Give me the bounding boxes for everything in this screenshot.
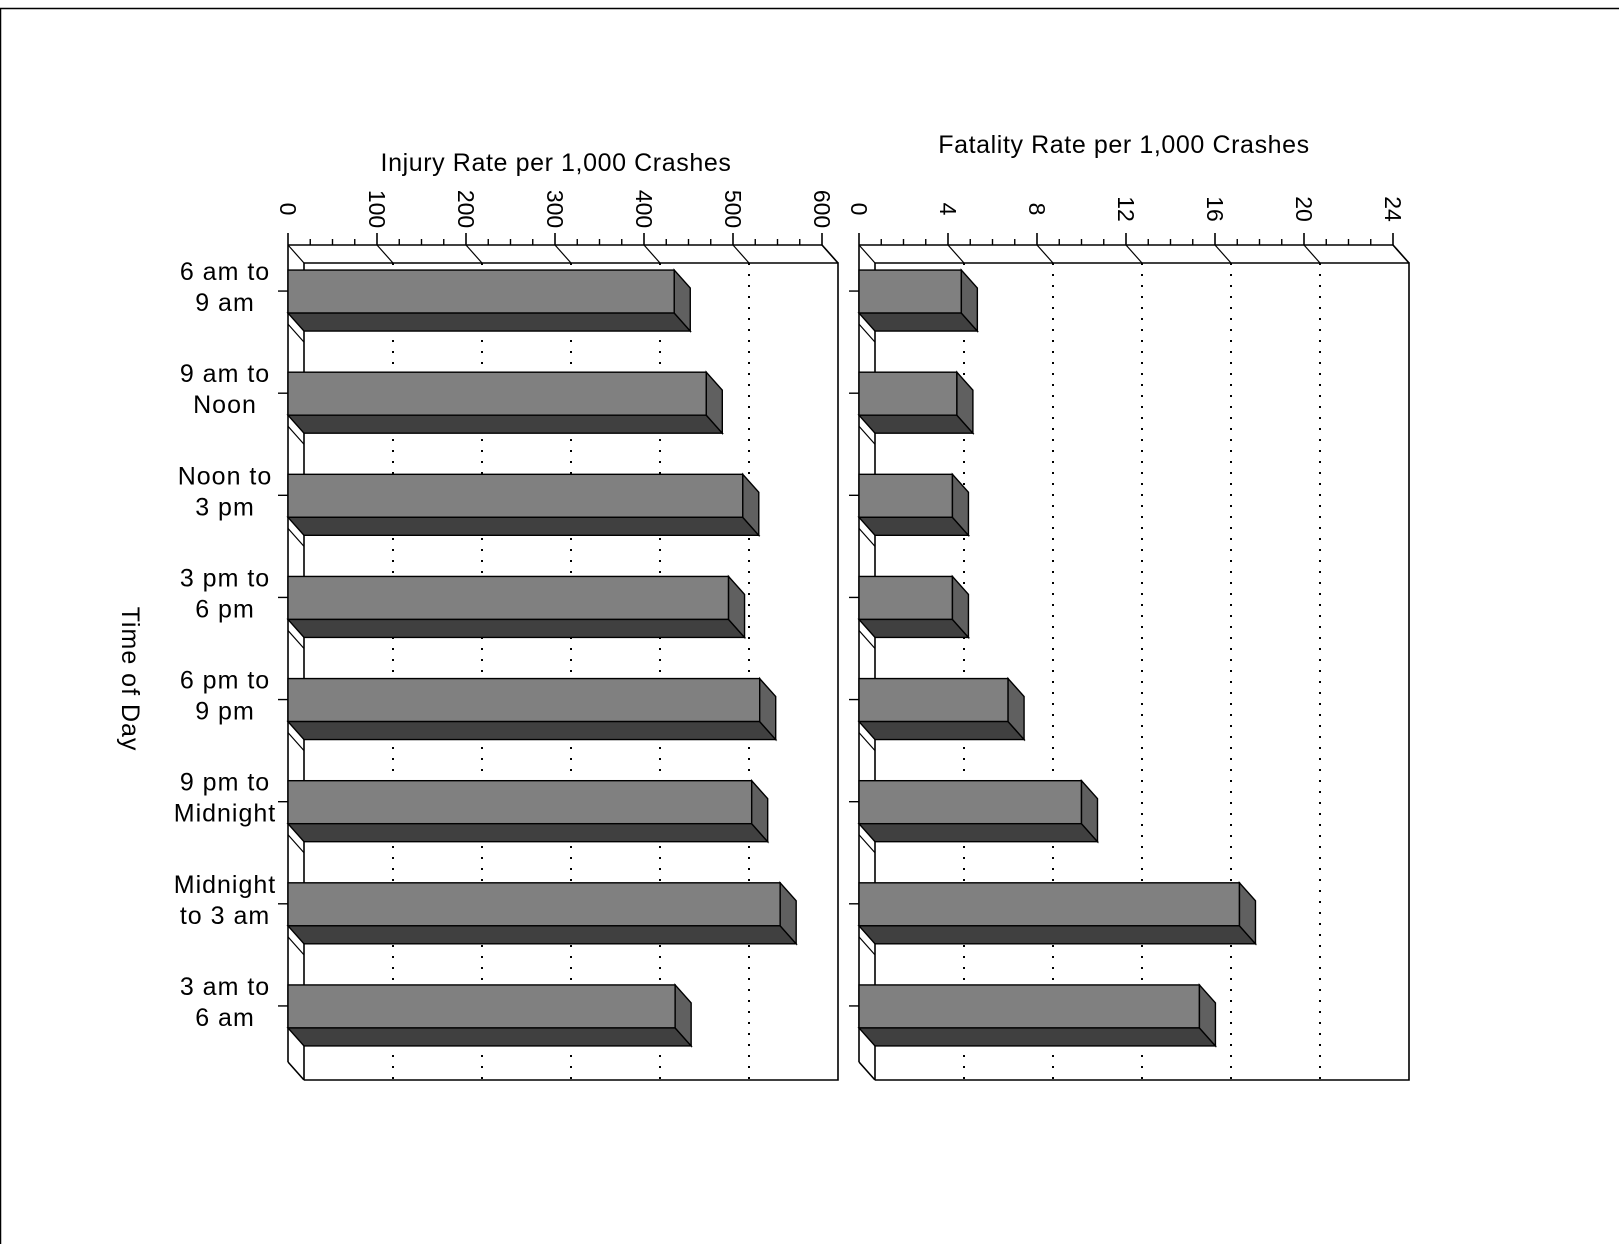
fatality-tick-label: 16 [1202, 196, 1228, 222]
fatality-tick-label: 12 [1113, 196, 1139, 222]
injury-bar-face [288, 372, 706, 415]
fatality-tick-slant [1304, 245, 1320, 263]
fatality-axis-title: Fatality Rate per 1,000 Crashes [938, 131, 1310, 159]
injury-tick-label: 300 [542, 190, 568, 228]
fatality-bar-bottom [859, 313, 977, 331]
injury-tick-slant [377, 245, 393, 263]
injury-bar-bottom [288, 517, 759, 535]
fatality-tick-label: 20 [1291, 196, 1317, 222]
injury-tick-label: 100 [364, 190, 390, 228]
fatality-bar-face [859, 781, 1082, 824]
injury-bar-bottom [288, 722, 776, 740]
fatality-bar-bottom [859, 926, 1255, 944]
fatality-bar-bottom [859, 619, 968, 637]
fatality-bar-bottom [859, 1028, 1215, 1046]
injury-tick-label: 500 [720, 190, 746, 228]
fatality-tick-label: 24 [1380, 196, 1406, 222]
injury-bar-bottom [288, 824, 768, 842]
fatality-bar-bottom [859, 722, 1024, 740]
injury-tick-label: 600 [809, 190, 835, 228]
injury-bar-bottom [288, 313, 690, 331]
fatality-bar-face [859, 576, 952, 619]
injury-bar-face [288, 474, 743, 517]
injury-floor-bottom [288, 1062, 304, 1080]
injury-tick-label: 200 [453, 190, 479, 228]
fatality-tick-slant [948, 245, 964, 263]
injury-bar-face [288, 781, 752, 824]
y-axis-label: Time of Day [116, 607, 144, 752]
fatality-tick-slant [1215, 245, 1231, 263]
injury-bar-face [288, 576, 729, 619]
injury-tick-slant [466, 245, 482, 263]
fatality-tick-slant [1126, 245, 1142, 263]
injury-tick-slant [288, 245, 304, 263]
injury-tick-label: 0 [275, 203, 301, 216]
fatality-bar-face [859, 883, 1239, 926]
fatality-bar-face [859, 372, 957, 415]
injury-bar-face [288, 270, 674, 313]
fatality-bar-bottom [859, 415, 973, 433]
fatality-tick-label: 0 [846, 203, 872, 216]
fatality-floor-bottom [859, 1062, 875, 1080]
fatality-bar-face [859, 985, 1199, 1028]
injury-bar-face [288, 985, 675, 1028]
injury-bar-bottom [288, 926, 796, 944]
injury-axis-title: Injury Rate per 1,000 Crashes [381, 149, 732, 177]
fatality-tick-slant [1037, 245, 1053, 263]
injury-panel: Injury Rate per 1,000 Crashes 0 100 200 300… [174, 149, 838, 1080]
injury-bar-bottom [288, 1028, 691, 1046]
fatality-panel: Fatality Rate per 1,000 Crashes 0 4 8 12 16 2… [846, 131, 1409, 1080]
fatality-bar-bottom [859, 824, 1098, 842]
fatality-bar-face [859, 474, 952, 517]
injury-tick-label: 400 [631, 190, 657, 228]
injury-bar-bottom [288, 619, 745, 637]
injury-tick-slant [733, 245, 749, 263]
fatality-bar-face [859, 270, 961, 313]
fatality-bar-face [859, 679, 1008, 722]
fatality-tick-slant [1393, 245, 1409, 263]
fatality-tick-label: 8 [1024, 203, 1050, 216]
injury-tick-slant [644, 245, 660, 263]
fatality-bar-bottom [859, 517, 968, 535]
injury-tick-slant [555, 245, 571, 263]
injury-tick-slant [822, 245, 838, 263]
injury-bar-bottom [288, 415, 722, 433]
fatality-tick-slant [859, 245, 875, 263]
fatality-tick-label: 4 [935, 203, 961, 216]
injury-bar-face [288, 679, 760, 722]
injury-bar-face [288, 883, 780, 926]
